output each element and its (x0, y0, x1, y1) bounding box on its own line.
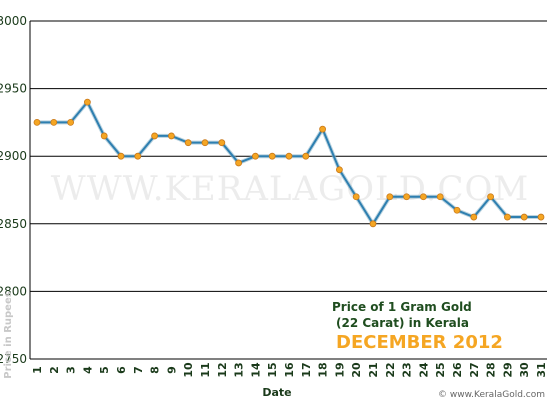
x-tick-label: 23 (401, 362, 414, 377)
data-point (419, 193, 427, 201)
x-tick-label: 19 (333, 362, 346, 377)
data-point (386, 193, 394, 201)
x-ticks: 1 2 3 4 5 6 7 8 9 10 11 12 13 14 15 16 17 18 19 20 21 22 23 24 2… (31, 362, 548, 378)
data-point (167, 132, 175, 140)
x-tick-label: 21 (367, 362, 380, 377)
footer-credit: © www.KeralaGold.com (438, 390, 545, 400)
data-point (184, 139, 192, 147)
x-tick-label: 25 (434, 362, 447, 377)
x-tick-label: 4 (81, 366, 94, 374)
info-month: DECEMBER 2012 (336, 332, 503, 353)
y-tick-label: 2950 (0, 82, 27, 96)
x-tick-label: 11 (199, 362, 212, 377)
x-tick-label: 2 (48, 366, 61, 374)
data-point (285, 152, 293, 160)
x-tick-label: 5 (98, 366, 111, 374)
data-point (537, 213, 545, 221)
y-tick-label: 2900 (0, 149, 27, 163)
x-tick-label: 15 (266, 362, 279, 377)
data-point (84, 98, 91, 106)
data-point (251, 152, 259, 160)
data-point (117, 152, 125, 160)
marker-layer (33, 98, 545, 228)
x-tick-label: 10 (182, 362, 195, 378)
data-point (268, 152, 276, 160)
data-point (134, 152, 142, 160)
x-tick-label: 26 (451, 362, 464, 378)
info-line-1: Price of 1 Gram Gold (332, 300, 472, 314)
x-tick-label: 9 (165, 366, 178, 374)
data-point (520, 213, 528, 221)
x-tick-label: 24 (417, 362, 430, 378)
y-tick-label: 3000 (0, 14, 27, 28)
x-tick-label: 22 (384, 362, 397, 377)
x-tick-label: 18 (317, 362, 330, 377)
data-point (403, 193, 411, 201)
data-point (335, 166, 343, 174)
y-tick-label: 2800 (0, 284, 27, 298)
data-point (100, 132, 108, 140)
x-tick-label: 29 (501, 362, 514, 377)
x-tick-label: 30 (518, 362, 531, 378)
data-point (218, 139, 226, 147)
x-tick-label: 16 (283, 362, 296, 378)
data-point (33, 119, 41, 126)
data-point (503, 213, 511, 221)
data-point (151, 132, 159, 140)
y-tick-label: 2850 (0, 217, 27, 231)
y-ticks: 2750 2800 2850 2900 2950 3000 (0, 14, 27, 366)
x-tick-label: 27 (468, 362, 481, 377)
x-tick-label: 12 (216, 362, 229, 377)
x-tick-label: 7 (132, 366, 145, 374)
x-tick-label: 14 (249, 362, 262, 378)
x-tick-label: 1 (31, 366, 44, 374)
x-axis-label: Date (262, 386, 291, 399)
data-point (201, 139, 209, 147)
data-point (302, 152, 310, 160)
data-point (50, 119, 58, 126)
x-tick-label: 8 (149, 366, 162, 374)
x-tick-label: 17 (300, 362, 313, 377)
x-tick-label: 31 (535, 362, 548, 377)
x-tick-label: 6 (115, 366, 128, 374)
data-point (67, 119, 74, 126)
data-point (487, 193, 495, 201)
watermark: WWW.KERALAGOLD.COM (51, 169, 529, 209)
data-point (235, 159, 243, 167)
x-tick-label: 20 (350, 362, 363, 378)
data-point (369, 220, 377, 228)
data-point (436, 193, 444, 201)
x-tick-label: 13 (233, 362, 246, 377)
y-tick-label: 2750 (0, 352, 27, 366)
data-point (319, 125, 327, 133)
y-axis-label: Price in Rupees (3, 291, 14, 378)
data-point (352, 193, 360, 201)
data-point (453, 206, 461, 214)
x-tick-label: 3 (65, 366, 78, 374)
info-line-2: (22 Carat) in Kerala (336, 316, 469, 330)
data-point (470, 213, 478, 221)
x-tick-label: 28 (485, 362, 498, 377)
